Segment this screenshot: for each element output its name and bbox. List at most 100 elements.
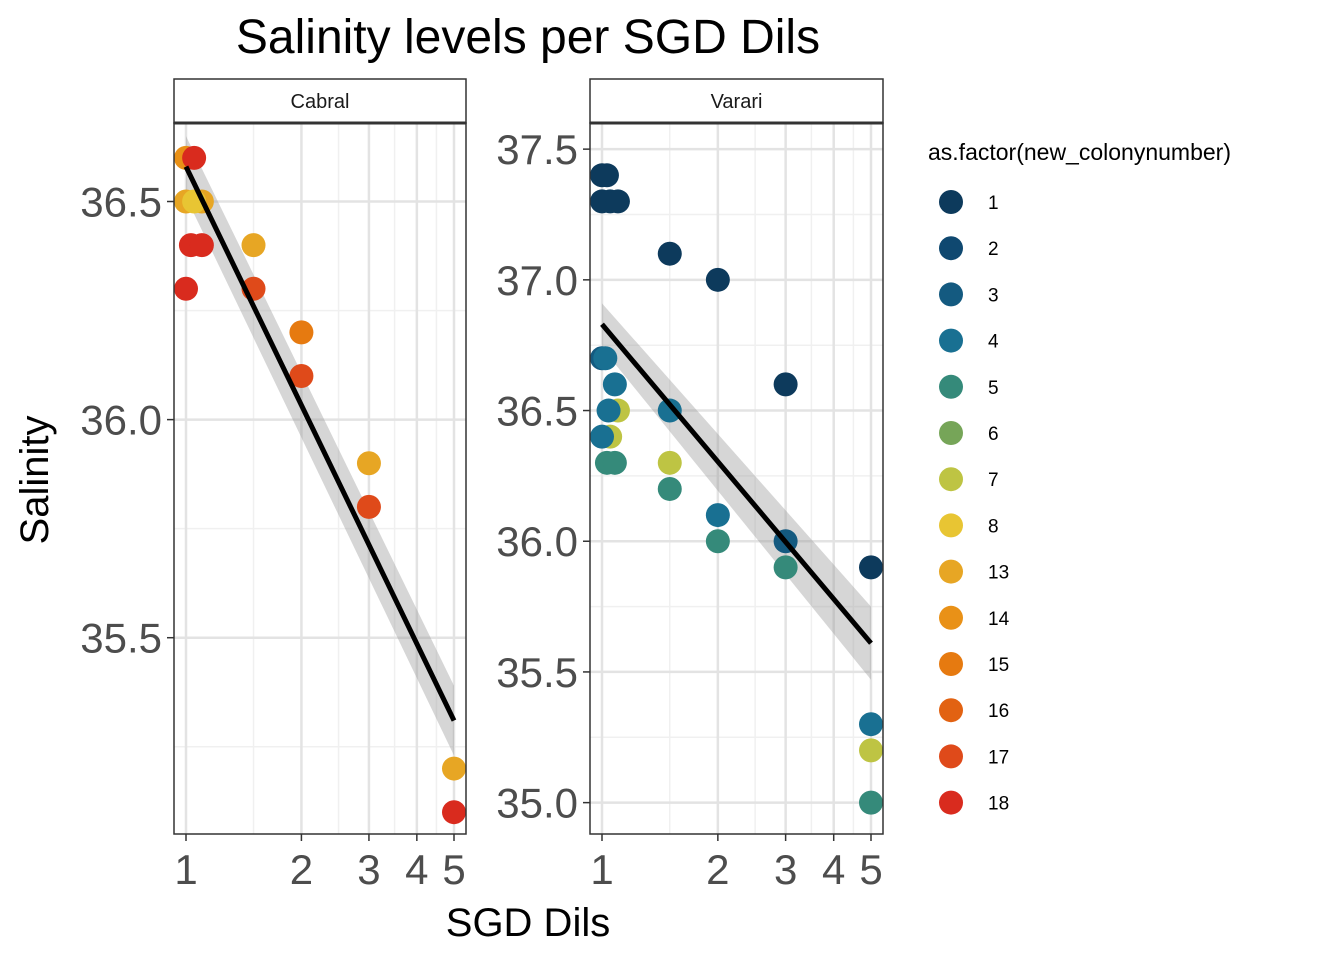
legend-label: 4 [988, 332, 999, 353]
y-tick-label: 35.5 [496, 649, 578, 696]
data-point [442, 756, 466, 781]
data-point [182, 145, 207, 170]
data-point [594, 163, 619, 188]
data-point [859, 712, 883, 737]
legend-swatch [939, 328, 963, 353]
legend-swatch [939, 421, 963, 445]
x-axis-label: SGD Dils [446, 901, 610, 945]
legend-swatch [939, 652, 963, 676]
data-point [602, 372, 627, 397]
facet-strip [173, 78, 467, 124]
data-point [859, 790, 883, 815]
y-tick-label: 37.0 [496, 257, 578, 304]
legend-title: as.factor(new_colonynumber) [928, 139, 1231, 165]
x-tick-label: 4 [822, 846, 845, 893]
y-tick-label: 35.0 [496, 780, 578, 827]
legend-swatch [939, 698, 963, 723]
legend-label: 13 [988, 563, 1009, 584]
x-tick-label: 1 [174, 846, 197, 893]
trend-line [183, 165, 457, 722]
legend-label: 16 [988, 701, 1009, 722]
chart-title: Salinity levels per SGD Dils [236, 11, 820, 64]
x-tick-label: 3 [774, 846, 797, 893]
legend-label: 15 [988, 655, 1009, 676]
y-tick-label: 36.5 [496, 388, 578, 435]
x-tick-label: 2 [706, 846, 729, 893]
legend-item: 3 [939, 282, 999, 307]
legend-item: 15 [939, 652, 1009, 676]
x-tick-label: 5 [859, 846, 882, 893]
legend-label: 1 [988, 193, 999, 214]
legend-swatch [939, 467, 963, 492]
legend-label: 2 [988, 239, 999, 260]
legend-swatch [939, 559, 963, 584]
y-tick-label: 36.0 [80, 397, 162, 444]
legend-swatch [939, 190, 963, 214]
legend-item: 16 [939, 698, 1009, 723]
legend-label: 17 [988, 747, 1009, 768]
data-point [705, 529, 730, 554]
data-point [596, 398, 621, 423]
data-point [773, 555, 798, 580]
data-point [773, 372, 798, 397]
x-tick-label: 2 [290, 846, 313, 893]
facet-strip-label: Varari [711, 91, 763, 113]
legend-swatch [939, 744, 963, 769]
legend-label: 6 [988, 424, 999, 445]
data-point [657, 450, 682, 475]
legend-swatch [939, 374, 963, 399]
data-point [605, 189, 630, 214]
legend-item: 8 [939, 513, 999, 538]
legend-item: 14 [939, 605, 1010, 630]
legend-label: 14 [988, 609, 1010, 630]
y-tick-label: 35.5 [80, 615, 162, 662]
data-point [289, 320, 314, 345]
legend-label: 18 [988, 794, 1009, 815]
data-point [602, 450, 627, 475]
legend-swatch [939, 790, 963, 815]
data-point [657, 398, 682, 423]
legend-item: 2 [939, 236, 999, 261]
data-point [356, 451, 381, 476]
data-point [705, 267, 730, 292]
data-point [241, 233, 266, 258]
data-point [593, 346, 618, 371]
panel-cabral: Cabral 35.5 36.0 36.5 1 2 3 4 5 [80, 78, 467, 893]
legend-item: 7 [939, 467, 999, 492]
legend-item: 6 [939, 421, 999, 445]
data-point [289, 363, 314, 388]
data-point [705, 503, 730, 528]
legend-item: 5 [939, 374, 999, 399]
legend-label: 3 [988, 285, 999, 306]
y-tick-label: 36.0 [496, 518, 578, 565]
confidence-band [602, 303, 871, 680]
legend-swatch [939, 236, 963, 261]
x-tick-label: 3 [357, 846, 380, 893]
legend-label: 8 [988, 516, 999, 537]
data-point [859, 738, 883, 763]
y-tick-label: 37.5 [496, 126, 578, 173]
y-tick-label: 36.5 [80, 179, 162, 226]
facet-strip [589, 78, 884, 124]
data-point [189, 233, 214, 258]
panel-varari: Varari 35.0 35.5 36.0 36.5 37.0 37.5 1 2 3 4 5 [496, 78, 884, 893]
legend-item: 13 [939, 559, 1009, 584]
data-point [442, 800, 466, 825]
legend-label: 7 [988, 470, 999, 491]
x-tick-label: 5 [442, 846, 465, 893]
data-point [657, 476, 682, 501]
x-tick-label: 1 [590, 846, 613, 893]
legend: as.factor(new_colonynumber) 1 2 3 4 5 6 7 8 13 14… [928, 139, 1231, 815]
x-tick-label: 4 [405, 846, 428, 893]
legend-swatch [939, 513, 963, 538]
data-point [590, 424, 614, 449]
legend-item: 4 [939, 328, 999, 353]
data-point [657, 241, 682, 266]
legend-swatch [939, 282, 963, 307]
legend-item: 17 [939, 744, 1009, 769]
data-point [356, 494, 381, 519]
trend-line [600, 322, 873, 645]
legend-item: 18 [939, 790, 1009, 815]
